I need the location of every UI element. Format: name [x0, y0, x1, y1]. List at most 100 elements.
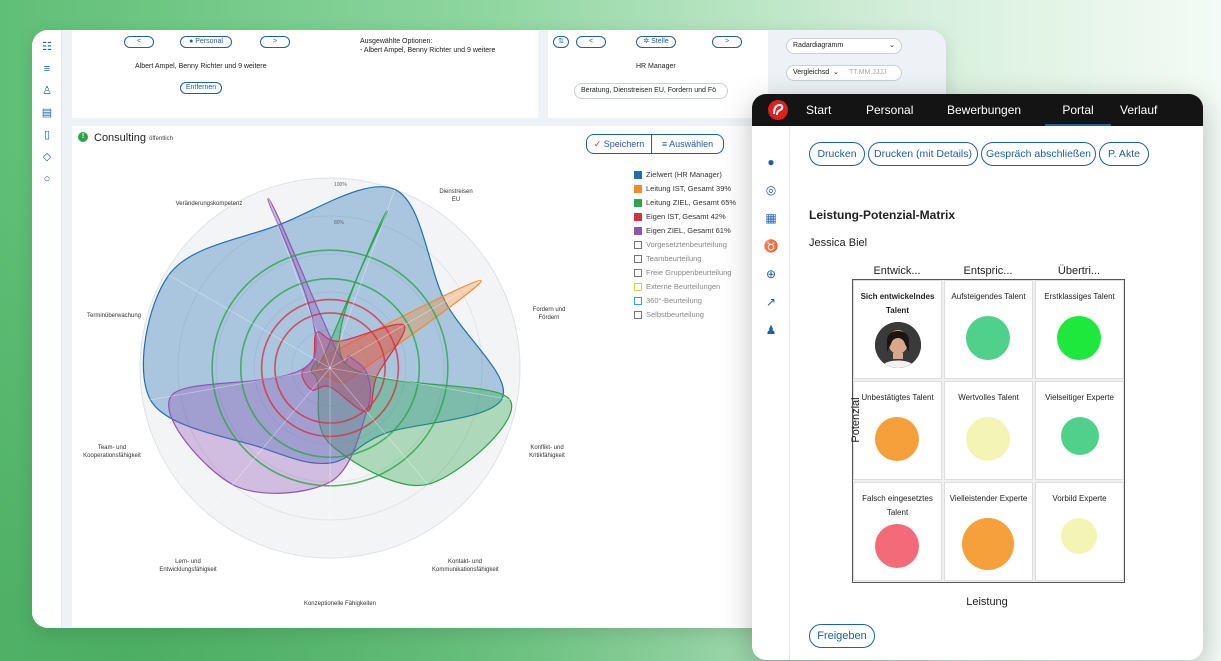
remove-button[interactable]: Entfernen [180, 82, 222, 94]
chart-type-select[interactable]: Radardiagramm ⌄ [786, 38, 902, 54]
legend-label: Leitung IST, Gesamt 39% [646, 184, 732, 193]
save-button[interactable]: ✓ Speichern [586, 134, 652, 154]
axis-label-lern: Lern- und Entwicklungsfähigkeit [159, 559, 217, 573]
refresh-icon[interactable]: ○ [43, 173, 51, 185]
matrix-cell[interactable]: Vorbild Experte [1035, 482, 1124, 581]
status-dot [875, 524, 919, 568]
status-dot [1057, 316, 1101, 360]
nav-portal[interactable]: Portal [1045, 94, 1111, 126]
bag-icon[interactable]: ♉ [763, 239, 779, 253]
radar-axis-line [329, 189, 396, 369]
selected-people: Albert Ampel, Benny Richter und 9 weiter… [135, 63, 267, 70]
role-card: ⇅ < ✲ Stelle > HR Manager Beratung, Dien… [548, 30, 768, 118]
axis-label-dienstreisen: Dienstreisen EU [439, 189, 473, 203]
chevron-down-icon: ⌄ [833, 69, 839, 76]
prev-role-button[interactable]: < [576, 36, 606, 48]
radar-axis-line [207, 367, 331, 514]
matrix-cell[interactable]: Falsch eingesetztes Talent [853, 482, 942, 581]
line-chart-icon[interactable]: ↗ [765, 295, 777, 309]
date-input[interactable]: TT.MM.JJJJ [849, 69, 887, 76]
avatar[interactable] [875, 322, 921, 368]
role-select[interactable]: Beratung, Dienstreisen EU, Fordern und F… [574, 83, 728, 99]
app-logo[interactable] [768, 100, 788, 120]
axis-label-termin: Terminüberwachung [86, 313, 142, 319]
radar-axis-line [329, 367, 453, 514]
matrix-cell[interactable]: Sich entwickelndes Talent [853, 280, 942, 379]
target-icon[interactable]: ◎ [765, 183, 777, 197]
performance-potential-matrix: Sich entwickelndes Talent Aufsteigendes … [852, 279, 1125, 583]
nav-verlauf[interactable]: Verlauf [1120, 103, 1158, 117]
matrix-cell[interactable]: Vielleistender Experte [944, 482, 1033, 581]
person-name: Jessica Biel [809, 237, 868, 249]
side-rail: ● ◎ ▦ ♉ ⊕ ↗ ♟ [752, 126, 790, 660]
select-button[interactable]: ≡ Auswählen [652, 134, 724, 154]
chart-icon[interactable]: ▤ [41, 107, 53, 119]
matrix-cell[interactable]: Unbestätigtes Talent [853, 381, 942, 480]
top-navigation: Start Personal Bewerbungen Portal Verlau… [752, 94, 1203, 126]
finish-conversation-button[interactable]: Gespräch abschließen [981, 142, 1096, 166]
matrix-cell[interactable]: Erstklassiges Talent [1035, 280, 1124, 379]
list-icon[interactable]: ≡ [43, 63, 51, 75]
legend-label: Selbstbeurteilung [646, 310, 704, 319]
legend-swatch [634, 255, 642, 263]
chart-card: ! Consulting öffentlich ✓ Speichern ≡ Au… [72, 126, 792, 628]
column-header: Entwick... [873, 265, 921, 277]
next-person-button[interactable]: > [260, 36, 290, 48]
radar-axis-line [165, 272, 331, 369]
matrix-cell[interactable]: Vielseitiger Experte [1035, 381, 1124, 480]
tag-icon[interactable]: ◇ [42, 151, 52, 163]
radar-axis-line [264, 189, 331, 369]
column-header: Übertri... [1057, 265, 1101, 277]
selected-options-title: Ausgewählte Optionen: [360, 38, 433, 45]
legend-label: Externe Beurteilungen [646, 282, 721, 291]
legend-label: Leitung ZIEL, Gesamt 65% [646, 198, 737, 207]
document-icon[interactable]: ▯ [43, 129, 51, 141]
hierarchy-icon[interactable]: ☷ [42, 41, 52, 53]
legend-label: Eigen ZIEL, Gesamt 61% [646, 226, 731, 235]
nav-personal[interactable]: Personal [866, 103, 914, 117]
status-dot [966, 417, 1010, 461]
logo-icon [773, 103, 784, 116]
radar-series-area [142, 186, 505, 465]
prev-person-button[interactable]: < [124, 36, 154, 48]
chat-icon[interactable]: ● [767, 155, 775, 169]
person-icon: ● [189, 38, 196, 45]
matrix-cell[interactable]: Aufsteigendes Talent [944, 280, 1033, 379]
nav-start[interactable]: Start [806, 103, 832, 117]
personal-pill[interactable]: ● Personal [180, 36, 232, 48]
menu-icon: ≡ [661, 139, 670, 149]
radar-tick-label: 100% [334, 182, 347, 188]
axis-label-kontakt: Kontakt- und Kommunikationsfähigkeit [432, 559, 499, 573]
axis-label-team: Team- und Kooperationsfähigkeit [83, 445, 141, 459]
people-icon[interactable]: ♟ [765, 323, 777, 337]
check-icon: ✓ [593, 139, 604, 149]
print-details-button[interactable]: Drucken (mit Details) [868, 142, 978, 166]
legend-label: Vorgesetztenbeurteilung [646, 240, 727, 249]
selected-options-value: - Albert Ampel, Benny Richter und 9 weit… [360, 47, 496, 54]
table-icon[interactable]: ▦ [765, 211, 777, 225]
legend-label: Eigen IST, Gesamt 42% [646, 212, 726, 221]
legend-label: Zielwert (HR Manager) [646, 170, 722, 179]
sort-button[interactable]: ⇅ [553, 36, 569, 48]
status-dot [1061, 518, 1097, 554]
release-button[interactable]: Freigeben [809, 624, 875, 648]
x-axis-label: Leistung [966, 596, 1008, 608]
print-button[interactable]: Drucken [809, 142, 865, 166]
matrix-cell[interactable]: Wertvolles Talent [944, 381, 1033, 480]
left-rail: ☷ ≡ ♙ ▤ ▯ ◇ ○ [32, 30, 62, 628]
compare-select[interactable]: Vergleichsd ⌄ TT.MM.JJJJ [786, 65, 902, 81]
next-role-button[interactable]: > [712, 36, 742, 48]
matrix-title: Leistung-Potenzial-Matrix [809, 208, 956, 222]
search-money-icon[interactable]: ⊕ [765, 267, 777, 281]
legend-swatch [634, 199, 642, 207]
status-dot [966, 316, 1010, 360]
nav-bewerbungen[interactable]: Bewerbungen [947, 103, 1022, 117]
org-chart-icon[interactable]: ♙ [42, 85, 52, 97]
column-header: Entspric... [963, 265, 1013, 277]
filter-card: < ● Personal > Albert Ampel, Benny Richt… [72, 30, 538, 118]
legend-swatch [634, 283, 642, 291]
legend-swatch [634, 297, 642, 305]
radar-chart: 100% 80% [139, 177, 521, 559]
stelle-pill[interactable]: ✲ Stelle [636, 36, 676, 48]
personnel-file-button[interactable]: P. Akte [1099, 142, 1149, 166]
